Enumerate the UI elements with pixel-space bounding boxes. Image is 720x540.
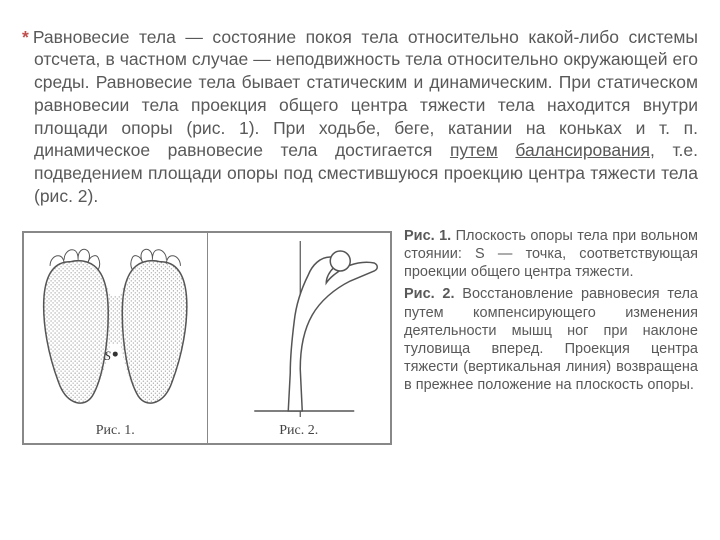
- figure-frame: S Рис. 1. Рис. 2.: [22, 231, 392, 445]
- main-sep1: [498, 140, 516, 160]
- figure-caption-2: Рис. 2.: [208, 423, 391, 439]
- figure-panel-1: S Рис. 1.: [24, 233, 208, 443]
- bullet-asterisk: *: [22, 27, 33, 47]
- figure-caption-1: Рис. 1.: [24, 423, 207, 439]
- legend-fig1-head: Рис. 1.: [404, 228, 451, 244]
- legend-block: Рис. 1. Плоскость опоры тела при вольном…: [392, 225, 698, 445]
- figure-panel-2: Рис. 2.: [208, 233, 391, 443]
- legend-fig2: Рис. 2. Восстановление равновесия тела п…: [404, 285, 698, 394]
- main-paragraph: *Равновесие тела — состояние покоя тела …: [22, 26, 698, 208]
- legend-fig1: Рис. 1. Плоскость опоры тела при вольном…: [404, 227, 698, 281]
- underline-2: балансирования: [515, 140, 650, 160]
- body-diagram: [214, 239, 385, 419]
- feet-diagram: S: [30, 239, 201, 419]
- figure-block: S Рис. 1. Рис. 2.: [22, 225, 392, 445]
- legend-fig2-head: Рис. 2.: [404, 286, 455, 302]
- underline-1: путем: [450, 140, 498, 160]
- s-label: S: [104, 348, 111, 363]
